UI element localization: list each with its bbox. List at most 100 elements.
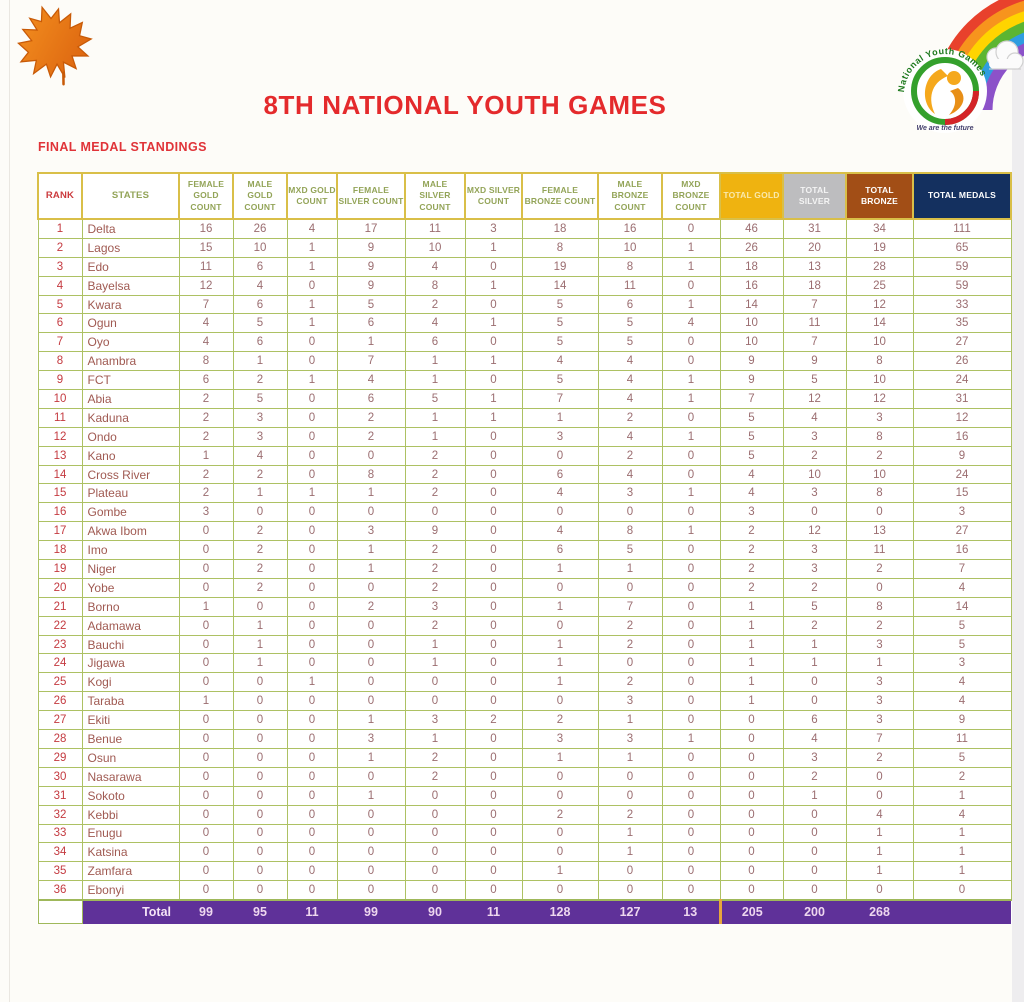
- value-cell: 6: [521, 464, 599, 485]
- value-cell: 18: [782, 275, 847, 296]
- value-cell: 0: [286, 766, 338, 787]
- value-cell: 0: [597, 577, 663, 598]
- value-cell: 2: [782, 445, 847, 466]
- value-cell: 0: [464, 672, 523, 693]
- value-cell: 12: [845, 389, 914, 409]
- value-cell: 0: [336, 842, 406, 863]
- value-cell: 1: [336, 710, 406, 731]
- value-cell: 27: [912, 521, 1012, 542]
- value-cell: 0: [597, 861, 663, 882]
- value-cell: 8: [597, 521, 663, 542]
- value-cell: 1: [661, 483, 721, 504]
- column-header-states: STATES: [81, 172, 180, 220]
- value-cell: 14: [845, 313, 914, 334]
- state-cell: Ekiti: [81, 710, 180, 731]
- value-cell: 4: [232, 275, 288, 296]
- value-cell: 1: [232, 653, 288, 674]
- value-cell: 0: [286, 615, 338, 636]
- state-cell: Bayelsa: [81, 275, 180, 296]
- value-cell: 4: [782, 729, 847, 749]
- value-cell: 3: [845, 672, 914, 693]
- column-header-mxd_gold: MXD GOLD COUNT: [286, 172, 338, 220]
- value-cell: 0: [464, 634, 523, 655]
- value-cell: 1: [719, 634, 784, 655]
- rank-cell: 2: [37, 237, 83, 258]
- state-cell: Taraba: [81, 691, 180, 712]
- page-title: 8TH NATIONAL YOUTH GAMES: [263, 90, 667, 120]
- value-cell: 7: [719, 389, 784, 409]
- value-cell: 0: [286, 540, 338, 561]
- total-value-cell: 13: [662, 900, 720, 924]
- total-value-cell: 99: [337, 900, 405, 924]
- value-cell: 6: [782, 710, 847, 731]
- value-cell: 0: [286, 653, 338, 674]
- medal-row: 8 Anambra 8 1 0 7 1 1 4 4 0 9 9 8 26: [37, 351, 1012, 372]
- column-header-total_gold: TOTAL GOLD: [719, 172, 784, 220]
- value-cell: 2: [719, 577, 784, 598]
- value-cell: 5: [404, 389, 466, 409]
- value-cell: 15: [912, 483, 1012, 504]
- rank-cell: 10: [37, 389, 83, 409]
- value-cell: 4: [286, 218, 338, 239]
- value-cell: 2: [404, 483, 466, 504]
- value-cell: 0: [782, 842, 847, 863]
- column-header-male_silver: MALE SILVER COUNT: [404, 172, 466, 220]
- value-cell: 0: [404, 804, 466, 825]
- value-cell: 2: [782, 766, 847, 787]
- value-cell: 1: [719, 691, 784, 712]
- value-cell: 0: [336, 766, 406, 787]
- value-cell: 0: [661, 407, 721, 428]
- value-cell: 0: [661, 823, 721, 844]
- value-cell: 3: [845, 710, 914, 731]
- value-cell: 16: [912, 426, 1012, 447]
- value-cell: 7: [845, 729, 914, 749]
- value-cell: 2: [232, 464, 288, 485]
- value-cell: 34: [845, 218, 914, 239]
- value-cell: 7: [178, 294, 234, 315]
- value-cell: 0: [661, 332, 721, 353]
- value-cell: 0: [286, 502, 338, 523]
- value-cell: 5: [521, 294, 599, 315]
- value-cell: 5: [521, 313, 599, 334]
- value-cell: 8: [845, 596, 914, 617]
- value-cell: 0: [232, 766, 288, 787]
- value-cell: 18: [521, 218, 599, 239]
- value-cell: 1: [661, 256, 721, 277]
- value-cell: 16: [719, 275, 784, 296]
- value-cell: 0: [232, 502, 288, 523]
- value-cell: 1: [286, 294, 338, 315]
- value-cell: 2: [719, 540, 784, 561]
- column-header-male_bronze: MALE BRONZE COUNT: [597, 172, 663, 220]
- value-cell: 0: [286, 389, 338, 409]
- value-cell: 1: [286, 370, 338, 391]
- value-cell: 0: [661, 464, 721, 485]
- value-cell: 1: [661, 389, 721, 409]
- value-cell: 4: [912, 672, 1012, 693]
- value-cell: 0: [232, 804, 288, 825]
- value-cell: 19: [845, 237, 914, 258]
- value-cell: 4: [912, 691, 1012, 712]
- value-cell: 1: [845, 653, 914, 674]
- value-cell: 27: [912, 332, 1012, 353]
- value-cell: 1: [661, 370, 721, 391]
- value-cell: 0: [286, 747, 338, 768]
- value-cell: 18: [719, 256, 784, 277]
- nyg-logo: National Youth Games: [897, 46, 988, 133]
- value-cell: 0: [661, 710, 721, 731]
- value-cell: 5: [912, 634, 1012, 655]
- medal-row: 13 Kano 1 4 0 0 2 0 0 2 0 5 2 2 9: [37, 445, 1012, 466]
- state-cell: Cross River: [81, 464, 180, 485]
- value-cell: 0: [661, 785, 721, 806]
- value-cell: 0: [661, 634, 721, 655]
- medal-row: 5 Kwara 7 6 1 5 2 0 5 6 1 14 7 12 33: [37, 294, 1012, 315]
- value-cell: 0: [464, 823, 523, 844]
- value-cell: 0: [719, 823, 784, 844]
- value-cell: 2: [597, 407, 663, 428]
- value-cell: 4: [597, 464, 663, 485]
- state-cell: Borno: [81, 596, 180, 617]
- value-cell: 4: [597, 370, 663, 391]
- value-cell: 2: [845, 445, 914, 466]
- value-cell: 0: [661, 880, 721, 901]
- value-cell: 2: [521, 710, 599, 731]
